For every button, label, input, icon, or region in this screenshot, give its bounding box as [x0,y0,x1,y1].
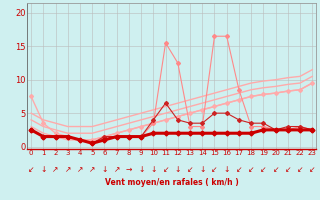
Text: ↓: ↓ [199,165,205,174]
Text: ↓: ↓ [223,165,230,174]
Text: ↙: ↙ [28,165,34,174]
X-axis label: Vent moyen/en rafales ( km/h ): Vent moyen/en rafales ( km/h ) [105,178,239,187]
Text: ↗: ↗ [89,165,95,174]
Text: ↓: ↓ [101,165,108,174]
Text: ↙: ↙ [236,165,242,174]
Text: ↓: ↓ [40,165,46,174]
Text: ↓: ↓ [138,165,144,174]
Text: ↓: ↓ [175,165,181,174]
Text: →: → [126,165,132,174]
Text: ↙: ↙ [297,165,303,174]
Text: ↗: ↗ [65,165,71,174]
Text: ↓: ↓ [150,165,156,174]
Text: ↗: ↗ [114,165,120,174]
Text: ↙: ↙ [284,165,291,174]
Text: ↙: ↙ [187,165,193,174]
Text: ↙: ↙ [248,165,254,174]
Text: ↙: ↙ [163,165,169,174]
Text: ↙: ↙ [309,165,316,174]
Text: ↗: ↗ [77,165,83,174]
Text: ↗: ↗ [52,165,59,174]
Text: ↙: ↙ [260,165,267,174]
Text: ↙: ↙ [272,165,279,174]
Text: ↙: ↙ [211,165,218,174]
